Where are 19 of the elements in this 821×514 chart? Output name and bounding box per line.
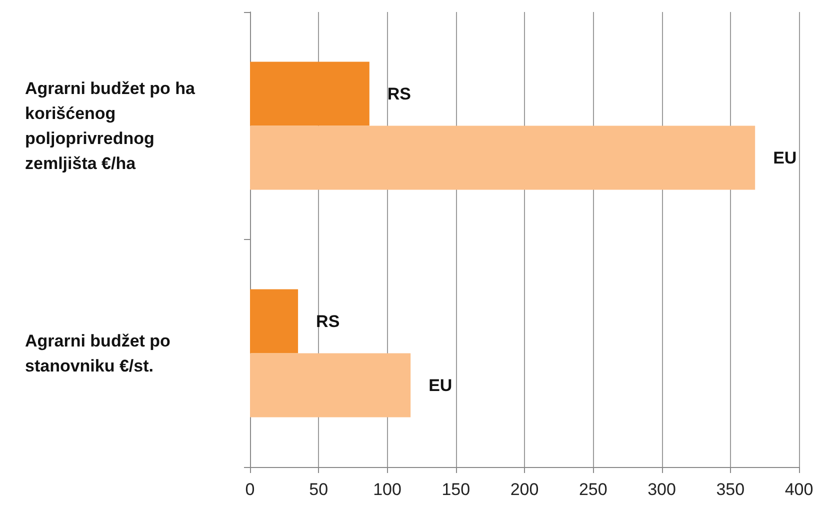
text: RS: [316, 312, 340, 331]
x-tick-label: 0: [245, 480, 255, 499]
x-tick-label: 400: [784, 480, 814, 499]
series-label: RS: [387, 84, 412, 104]
x-tick-label: 50: [309, 480, 328, 499]
bar: [250, 289, 298, 354]
bar: [250, 353, 411, 418]
x-tick-label: 250: [578, 480, 608, 499]
series-label: EU: [428, 376, 452, 395]
x-tick-label: 350: [716, 480, 745, 499]
y-tick-label: Agrarni budžet po stanovniku €/st.: [25, 331, 176, 376]
x-tick-label: 100: [373, 480, 402, 499]
y-tick-label: Agrarni budžet po ha korišćenog poljoprivrednog zemljišta €/ha: [25, 78, 200, 173]
text: EU: [773, 148, 797, 168]
x-tick-label: 150: [442, 480, 470, 499]
x-tick-label: 300: [648, 480, 676, 499]
bar: [250, 126, 756, 190]
x-tick-label: 200: [510, 480, 539, 499]
bar: [250, 62, 370, 126]
